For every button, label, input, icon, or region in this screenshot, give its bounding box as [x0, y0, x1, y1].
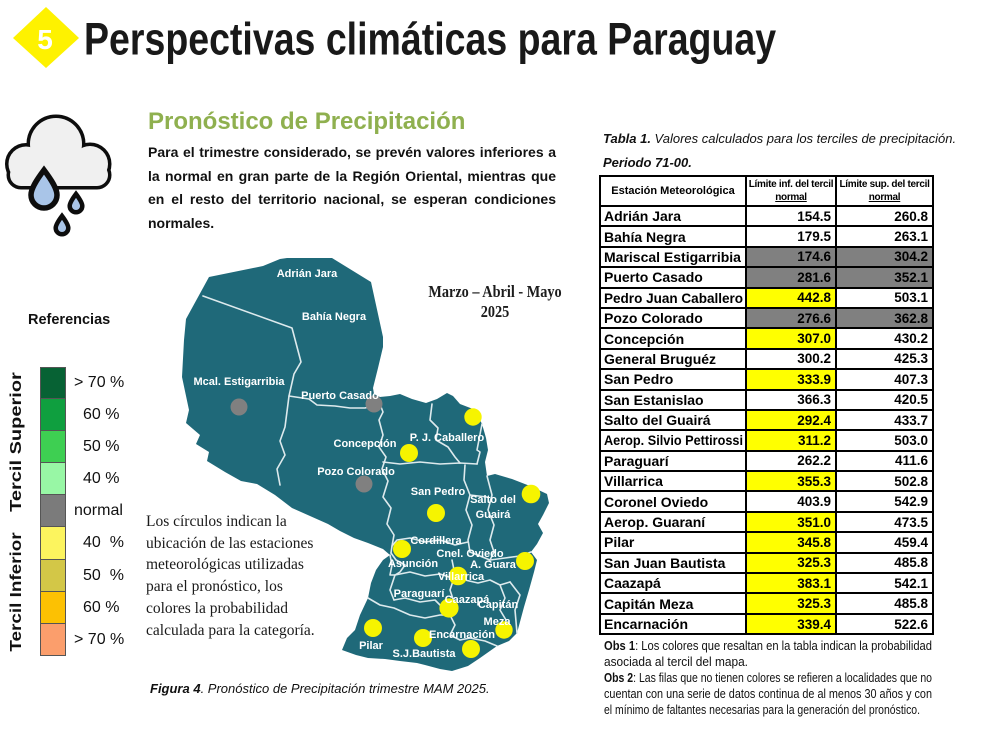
svg-text:Villarrica: Villarrica [438, 571, 485, 583]
svg-text:Caazapá: Caazapá [445, 594, 491, 606]
svg-text:Puerto Casado: Puerto Casado [301, 390, 379, 402]
svg-text:Mcal. Estigarribia: Mcal. Estigarribia [193, 376, 285, 388]
svg-text:San Pedro: San Pedro [411, 486, 466, 498]
svg-text:P. J. Caballero: P. J. Caballero [410, 432, 485, 444]
svg-text:Pilar: Pilar [359, 640, 384, 652]
svg-text:Concepción: Concepción [334, 438, 397, 450]
svg-text:Adrián Jara: Adrián Jara [277, 268, 338, 280]
svg-text:A. Guara: A. Guara [470, 559, 517, 571]
svg-text:Capitán: Capitán [478, 599, 519, 611]
svg-text:Salto del: Salto del [470, 494, 516, 506]
svg-text:Asunción: Asunción [388, 558, 438, 570]
svg-text:Pozo Colorado: Pozo Colorado [317, 466, 395, 478]
svg-text:Meza: Meza [484, 616, 512, 628]
svg-text:Cnel. Oviedo: Cnel. Oviedo [436, 548, 504, 560]
svg-text:Cordillera: Cordillera [410, 535, 462, 547]
svg-text:5: 5 [37, 24, 53, 55]
svg-text:Guairá: Guairá [476, 509, 512, 521]
svg-text:Paraguarí: Paraguarí [394, 588, 446, 600]
svg-text:Encarnación: Encarnación [429, 629, 495, 641]
svg-text:S.J.Bautista: S.J.Bautista [393, 648, 457, 660]
svg-text:Bahía Negra: Bahía Negra [302, 311, 367, 323]
